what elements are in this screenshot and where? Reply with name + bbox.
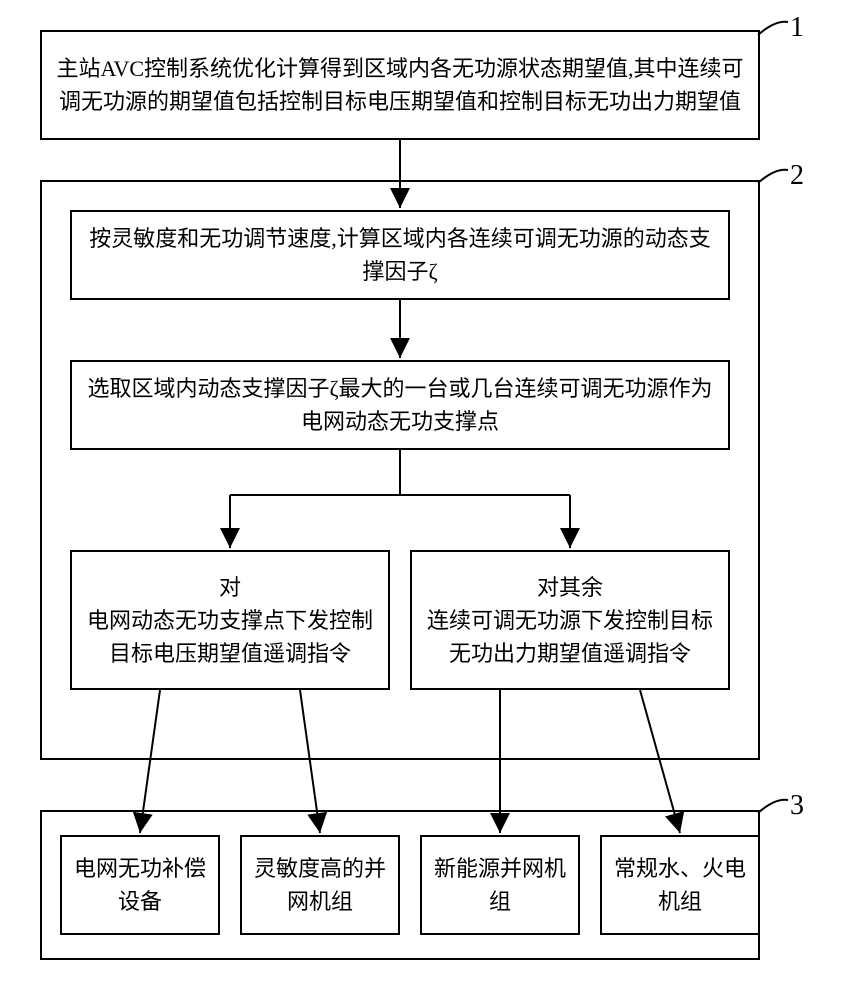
step-2d-box: 对其余 连续可调无功源下发控制目标无功出力期望值遥调指令 bbox=[410, 550, 730, 690]
stage-label-2-text: 2 bbox=[790, 160, 804, 191]
stage-label-2: 2 bbox=[790, 160, 804, 192]
device-1-text: 电网无功补偿设备 bbox=[74, 852, 206, 918]
step-2a-text: 按灵敏度和无功调节速度,计算区域内各连续可调无功源的动态支撑因子ζ bbox=[84, 222, 716, 288]
stage-label-3: 3 bbox=[790, 790, 804, 822]
step-2d-text: 对其余 连续可调无功源下发控制目标无功出力期望值遥调指令 bbox=[424, 571, 716, 670]
device-4-text: 常规水、火电机组 bbox=[614, 852, 746, 918]
device-2-text: 灵敏度高的并网机组 bbox=[254, 852, 386, 918]
step-1-box: 主站AVC控制系统优化计算得到区域内各无功源状态期望值,其中连续可调无功源的期望… bbox=[40, 30, 760, 140]
device-2-box: 灵敏度高的并网机组 bbox=[240, 835, 400, 935]
step-2b-box: 选取区域内动态支撑因子ζ最大的一台或几台连续可调无功源作为电网动态无功支撑点 bbox=[70, 360, 730, 450]
stage-label-1: 1 bbox=[790, 12, 804, 44]
device-4-box: 常规水、火电机组 bbox=[600, 835, 760, 935]
device-3-box: 新能源并网机组 bbox=[420, 835, 580, 935]
step-2c-box: 对 电网动态无功支撑点下发控制目标电压期望值遥调指令 bbox=[70, 550, 390, 690]
step-2c-text: 对 电网动态无功支撑点下发控制目标电压期望值遥调指令 bbox=[84, 571, 376, 670]
step-2b-text: 选取区域内动态支撑因子ζ最大的一台或几台连续可调无功源作为电网动态无功支撑点 bbox=[84, 372, 716, 438]
step-2a-box: 按灵敏度和无功调节速度,计算区域内各连续可调无功源的动态支撑因子ζ bbox=[70, 210, 730, 300]
device-1-box: 电网无功补偿设备 bbox=[60, 835, 220, 935]
step-1-text: 主站AVC控制系统优化计算得到区域内各无功源状态期望值,其中连续可调无功源的期望… bbox=[54, 52, 746, 118]
device-3-text: 新能源并网机组 bbox=[434, 852, 566, 918]
stage-label-1-text: 1 bbox=[790, 12, 804, 43]
stage-label-3-text: 3 bbox=[790, 790, 804, 821]
